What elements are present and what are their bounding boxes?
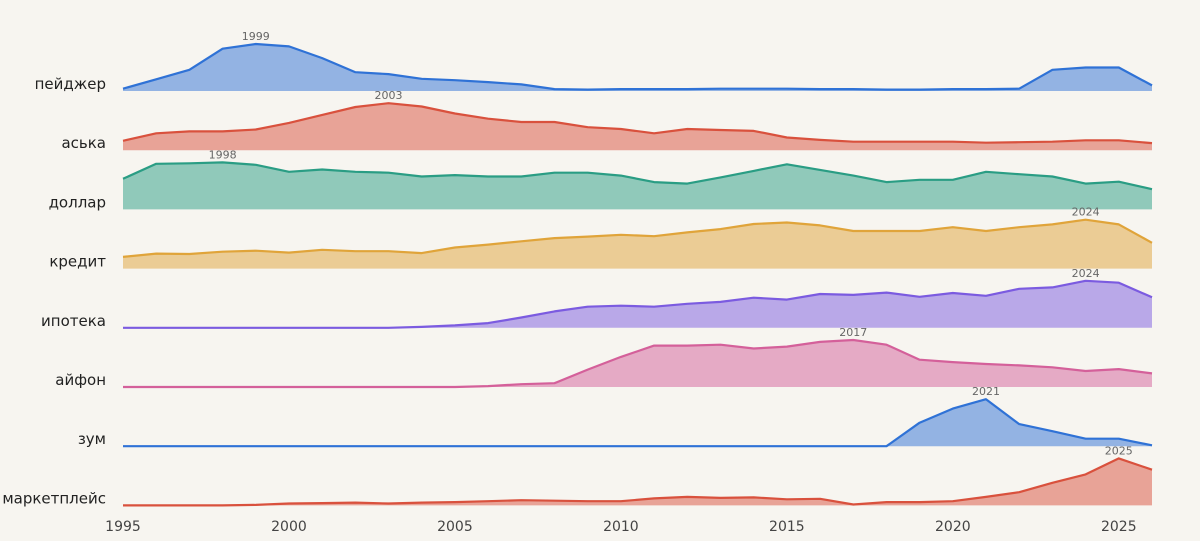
ridge-row: айфон 2017 xyxy=(55,326,1153,389)
series-area xyxy=(123,340,1152,387)
x-tick-label: 2020 xyxy=(935,519,971,535)
peak-label: 2024 xyxy=(1072,206,1100,219)
series-label: пейджер xyxy=(35,75,106,93)
series-line xyxy=(122,42,1153,91)
series-area xyxy=(123,399,1152,447)
series-line xyxy=(122,161,1153,191)
series-label: ипотека xyxy=(41,312,106,330)
series-label: зум xyxy=(78,430,106,448)
chart-rows: пейджер 1999 аська 2003 доллар 1998 кредит 2024… xyxy=(2,30,1153,507)
x-tick-label: 2025 xyxy=(1101,519,1137,535)
series-label: доллар xyxy=(49,193,106,211)
series-line xyxy=(123,279,1153,329)
ridge-row: ипотека 2024 xyxy=(41,267,1153,330)
peak-label: 2017 xyxy=(839,326,867,339)
x-axis: 1995 2000 2005 2010 2015 2020 2025 xyxy=(105,519,1136,535)
ridge-row: маркетплейс 2025 xyxy=(2,444,1153,507)
series-line xyxy=(122,102,1153,145)
series-label: кредит xyxy=(49,253,106,271)
series-area xyxy=(123,458,1152,506)
series-area xyxy=(123,103,1152,151)
peak-label: 2024 xyxy=(1072,267,1100,280)
series-label: маркетплейс xyxy=(2,489,106,507)
series-label: айфон xyxy=(55,371,106,389)
ridge-row: аська 2003 xyxy=(61,89,1153,152)
x-tick-label: 2010 xyxy=(603,519,639,535)
series-area xyxy=(123,280,1152,328)
series-area xyxy=(123,219,1152,269)
series-line xyxy=(123,457,1153,507)
series-line xyxy=(122,218,1153,258)
x-tick-label: 2015 xyxy=(769,519,805,535)
series-area xyxy=(123,162,1152,210)
ridge-row: кредит 2024 xyxy=(49,206,1153,271)
peak-label: 2003 xyxy=(375,89,403,102)
x-tick-label: 2005 xyxy=(437,519,473,535)
peak-label: 1999 xyxy=(242,30,270,43)
x-tick-label: 1995 xyxy=(105,519,141,535)
ridge-row: зум 2021 xyxy=(78,385,1153,448)
peak-label: 2021 xyxy=(972,385,1000,398)
ridge-row: доллар 1998 xyxy=(49,148,1153,211)
series-line xyxy=(123,338,1153,389)
peak-label: 2025 xyxy=(1105,444,1133,457)
ridge-row: пейджер 1999 xyxy=(35,30,1153,93)
series-area xyxy=(123,44,1152,91)
series-label: аська xyxy=(61,134,106,152)
x-tick-label: 2000 xyxy=(271,519,307,535)
series-line xyxy=(123,398,1153,448)
peak-label: 1998 xyxy=(209,148,237,161)
